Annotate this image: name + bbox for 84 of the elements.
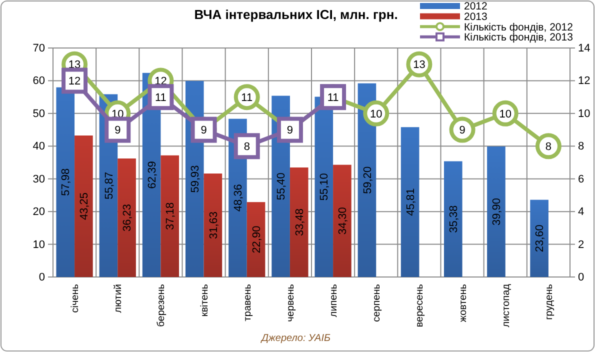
data-label: 9 — [286, 124, 294, 137]
data-label: 10 — [499, 108, 512, 120]
x-tick-label: червень — [285, 284, 296, 322]
data-label: 36,23 — [122, 204, 134, 232]
data-label: 9 — [459, 124, 466, 137]
y2-tick-label: 0 — [578, 272, 584, 284]
bar — [160, 155, 180, 277]
point — [104, 116, 131, 143]
bar — [118, 158, 136, 277]
data-label: 55,10 — [318, 173, 331, 201]
data-label: 55,40 — [276, 172, 288, 200]
point — [535, 133, 562, 160]
x-tick-label: квітень — [199, 284, 210, 317]
y-tick-label: 70 — [32, 42, 45, 55]
data-label: 33,48 — [294, 208, 306, 236]
y-tick-label: 10 — [32, 238, 45, 251]
bar — [74, 136, 93, 277]
x-tick-label: лютий — [113, 284, 124, 313]
y-tick-label: 30 — [32, 173, 45, 186]
data-label: 23,60 — [534, 224, 546, 252]
data-label: 48,36 — [232, 184, 245, 212]
data-label: 9 — [200, 124, 207, 137]
x-tick-label: жовтень — [458, 284, 469, 322]
chart-title: ВЧА інтервальних ІСІ, млн. грн. — [194, 7, 398, 22]
data-label: 43,25 — [78, 192, 91, 220]
y-tick-label: 50 — [32, 108, 45, 120]
legend-label: Кількість фондів, 2013 — [464, 32, 574, 44]
bar — [246, 202, 266, 277]
data-label: 45,81 — [404, 188, 417, 216]
bar — [444, 161, 462, 277]
data-label: 8 — [244, 140, 250, 153]
x-tick-label: вересень — [414, 284, 426, 328]
y-tick-label: 20 — [32, 206, 45, 218]
y2-tick-label: 4 — [578, 206, 584, 218]
y2-tick-label: 2 — [578, 238, 584, 251]
data-label: 31,63 — [208, 211, 220, 240]
data-label: 39,90 — [491, 198, 504, 226]
data-label: 10 — [370, 108, 382, 120]
point — [234, 133, 260, 160]
bar — [56, 87, 75, 277]
data-label: 37,18 — [164, 202, 177, 230]
data-label: 59,93 — [189, 165, 202, 193]
bar — [487, 146, 506, 277]
data-label: 11 — [327, 92, 339, 104]
y2-tick-label: 10 — [578, 108, 590, 120]
data-label: 55,87 — [103, 172, 116, 200]
x-tick-label: травень — [242, 284, 254, 322]
bar — [333, 164, 352, 277]
data-label: 11 — [154, 92, 166, 104]
data-label: 59,20 — [362, 166, 374, 194]
data-label: 35,38 — [448, 205, 460, 233]
x-tick-label: листопад — [500, 284, 512, 328]
text: Джерело: УАІБ — [260, 333, 332, 344]
legend-label: 2013 — [464, 10, 488, 23]
point — [449, 116, 476, 143]
y-tick-label: 0 — [38, 272, 45, 284]
x-tick-label: січень — [70, 284, 82, 313]
data-label: 62,39 — [146, 161, 158, 189]
bar — [204, 174, 222, 277]
y2-tick-label: 14 — [578, 42, 590, 55]
legend-label: Кількість фондів, 2012 — [464, 21, 574, 34]
bar — [530, 200, 548, 277]
data-label: 12 — [154, 76, 167, 88]
y-tick-label: 40 — [32, 140, 45, 153]
data-label: 13 — [68, 59, 81, 72]
x-tick-label: липень — [328, 284, 340, 318]
x-tick-label: березень — [156, 284, 168, 327]
y2-tick-label: 12 — [578, 75, 590, 88]
y2-tick-label: 8 — [578, 140, 584, 153]
legend-label: 2012 — [464, 0, 488, 13]
data-label: 22,90 — [250, 226, 263, 254]
bar — [400, 127, 420, 277]
data-label: 11 — [241, 92, 253, 104]
data-label: 8 — [545, 140, 552, 153]
data-label: 13 — [413, 59, 426, 72]
data-label: 12 — [68, 76, 81, 88]
x-tick-label: грудень — [544, 284, 555, 320]
bar — [290, 167, 308, 277]
y2-tick-label: 6 — [578, 173, 584, 186]
x-tick-label: серпень — [372, 284, 383, 322]
data-label: 9 — [114, 124, 121, 137]
data-label: 34,30 — [337, 207, 350, 235]
data-label: 57,98 — [60, 168, 72, 196]
y-tick-label: 60 — [32, 75, 45, 88]
